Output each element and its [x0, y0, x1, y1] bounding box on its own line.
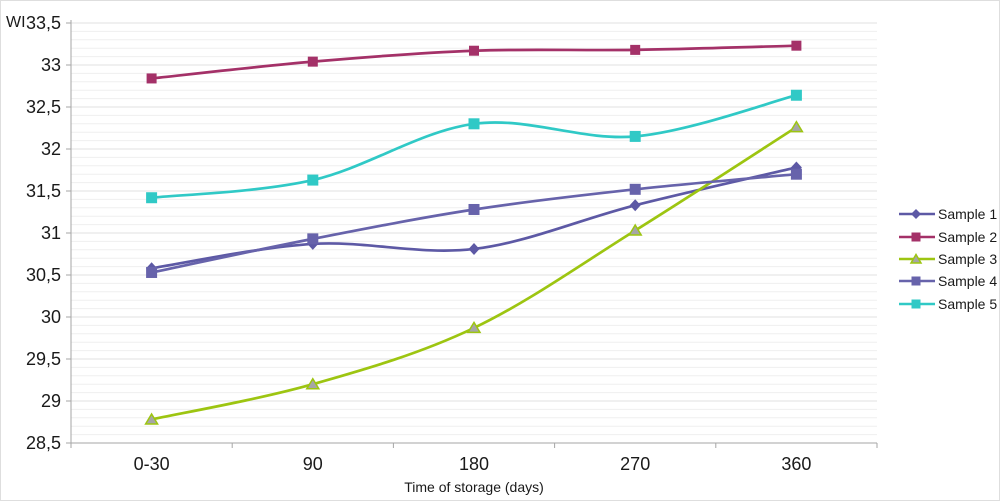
x-tick-label: 0-30 — [134, 454, 170, 474]
x-tick-label: 180 — [459, 454, 489, 474]
legend-key-icon — [899, 232, 935, 242]
series-sample-1-marker — [468, 242, 480, 255]
series-sample-4-marker — [790, 168, 802, 180]
legend: Sample 1 Sample 2 Sample 3 Sample 4 Sample 5 — [899, 203, 997, 315]
y-tick-label: 31 — [41, 223, 61, 243]
series-sample-2-marker — [307, 56, 318, 67]
square-marker-icon — [911, 232, 921, 242]
series-sample-5-marker — [307, 174, 319, 186]
series-sample-1-marker — [629, 199, 641, 212]
y-tick-label: 33,5 — [26, 13, 61, 33]
legend-item-sample-3: Sample 3 — [899, 248, 997, 270]
legend-label: Sample 5 — [938, 295, 998, 312]
series-sample-4-marker — [146, 266, 158, 278]
y-tick-label: 33 — [41, 55, 61, 75]
series-sample-5-marker — [146, 192, 158, 204]
series-sample-4-marker — [629, 183, 641, 195]
x-tick-label: 90 — [303, 454, 323, 474]
legend-item-sample-4: Sample 4 — [899, 270, 997, 292]
y-tick-label: 30,5 — [26, 265, 61, 285]
square-marker-icon — [911, 299, 921, 309]
y-tick-label: 28,5 — [26, 433, 61, 453]
legend-key-icon — [899, 209, 935, 220]
legend-label: Sample 3 — [938, 250, 998, 267]
series-sample-2-marker — [791, 40, 802, 51]
diamond-marker-icon — [911, 209, 921, 220]
series-sample-2-marker — [469, 45, 479, 56]
series-sample-3-marker — [466, 320, 482, 334]
legend-label: Sample 4 — [938, 273, 998, 290]
y-tick-label: 32 — [41, 139, 61, 159]
y-axis-title: WI — [6, 14, 26, 31]
x-tick-label: 360 — [781, 454, 811, 474]
y-tick-label: 29 — [41, 391, 61, 411]
legend-key-icon — [899, 252, 935, 264]
legend-key-icon — [899, 299, 935, 309]
legend-label: Sample 2 — [938, 228, 998, 245]
legend-item-sample-1: Sample 1 — [899, 203, 997, 225]
series-sample-5-marker — [629, 130, 641, 142]
triangle-marker-icon — [909, 252, 923, 264]
legend-key-icon — [899, 276, 935, 286]
series-sample-2-marker — [630, 44, 641, 55]
y-tick-label: 31,5 — [26, 181, 61, 201]
x-tick-label: 270 — [620, 454, 650, 474]
series-sample-4-marker — [307, 233, 319, 245]
legend-item-sample-2: Sample 2 — [899, 225, 997, 247]
series-sample-5-marker — [468, 118, 480, 130]
x-axis-title: Time of storage (days) — [404, 479, 544, 495]
series-sample-3-marker — [627, 223, 643, 236]
legend-label: Sample 1 — [938, 206, 998, 223]
series-sample-4-marker — [468, 203, 480, 215]
y-tick-label: 30 — [41, 307, 61, 327]
series-sample-5-marker — [790, 89, 802, 101]
legend-item-sample-5: Sample 5 — [899, 293, 997, 315]
square-marker-icon — [911, 276, 921, 286]
y-tick-label: 29,5 — [26, 349, 61, 369]
series-sample-3-marker — [305, 377, 321, 390]
series-sample-3-marker — [789, 120, 804, 133]
y-tick-label: 32,5 — [26, 97, 61, 117]
series-sample-3-marker — [144, 412, 159, 425]
series-sample-2-marker — [146, 73, 157, 84]
